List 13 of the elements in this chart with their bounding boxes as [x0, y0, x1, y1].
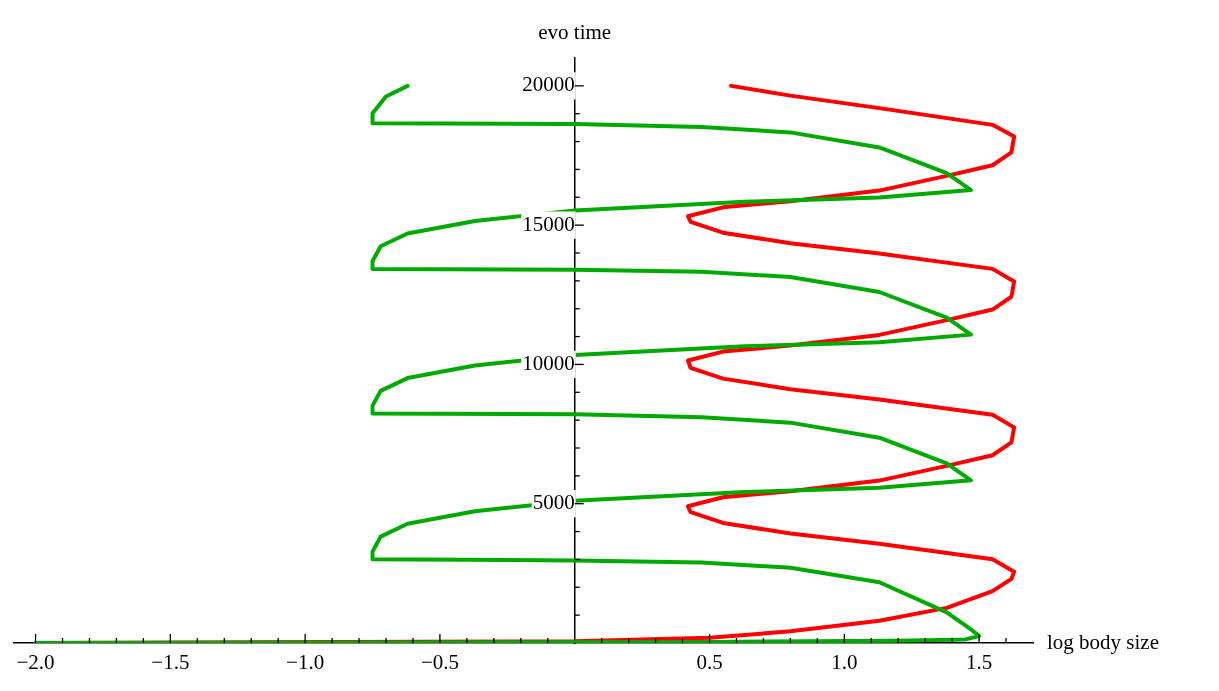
y-tick-label: 20000 [522, 72, 575, 97]
x-tick-label: 1.0 [831, 650, 858, 675]
y-axis-title: evo time [538, 20, 612, 45]
x-axis-title: log body size [1047, 629, 1159, 654]
x-tick-label: −2.0 [16, 650, 55, 675]
x-tick-label: −0.5 [420, 650, 459, 675]
y-tick-label: 10000 [522, 350, 575, 375]
x-tick-label: 1.5 [965, 650, 993, 675]
x-tick-label: −1.0 [286, 650, 325, 675]
x-tick-label: −1.5 [151, 650, 190, 675]
y-tick-label: 5000 [532, 490, 575, 515]
x-tick-label: 0.5 [696, 650, 723, 675]
y-tick-label: 15000 [522, 211, 575, 236]
